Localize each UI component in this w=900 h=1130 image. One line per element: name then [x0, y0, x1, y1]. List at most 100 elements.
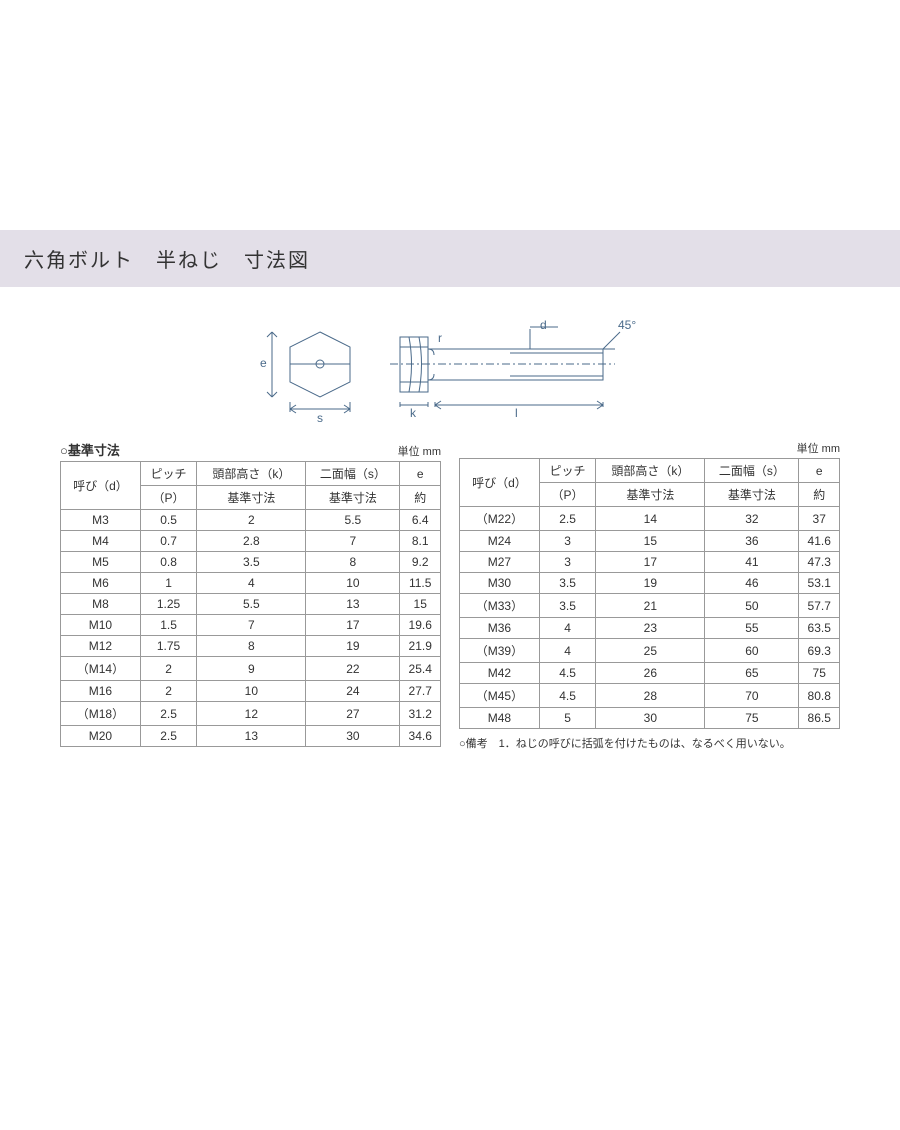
table-cell: 19.6	[400, 615, 441, 636]
th-p-top: ピッチ	[140, 462, 196, 486]
table-cell: 47.3	[799, 552, 840, 573]
table-row: M101.571719.6	[61, 615, 441, 636]
table-cell: 27	[306, 702, 400, 726]
th-k-bot-r: 基準寸法	[596, 483, 705, 507]
table-cell: 7	[197, 615, 306, 636]
th-p-bot: （P）	[140, 486, 196, 510]
table-cell: 75	[705, 708, 799, 729]
table-cell: 21.9	[400, 636, 441, 657]
th-s-bot-r: 基準寸法	[705, 483, 799, 507]
table-cell: 0.5	[140, 510, 196, 531]
table-cell: 0.7	[140, 531, 196, 552]
dimension-drawing-svg: e s k l d r 45°	[220, 307, 680, 427]
table-cell: 75	[799, 663, 840, 684]
table-cell: 2	[197, 510, 306, 531]
table-cell: M20	[61, 726, 141, 747]
table-cell: 7	[306, 531, 400, 552]
tables-container: ○基準寸法 単位 mm 呼び（d） ピッチ 頭部高さ（k） 二面幅（s） e （…	[0, 440, 900, 751]
table-cell: 1.75	[140, 636, 196, 657]
table-cell: 10	[197, 681, 306, 702]
table-cell: 19	[596, 573, 705, 594]
table-cell: 19	[306, 636, 400, 657]
table-cell: 2.8	[197, 531, 306, 552]
table-cell: M10	[61, 615, 141, 636]
table-left-title: ○基準寸法	[60, 440, 120, 459]
table-cell: 4	[197, 573, 306, 594]
table-cell: 17	[306, 615, 400, 636]
table-cell: 2	[140, 681, 196, 702]
table-cell: 30	[596, 708, 705, 729]
table-cell: 4	[539, 639, 595, 663]
table-cell: 69.3	[799, 639, 840, 663]
table-cell: 6.4	[400, 510, 441, 531]
th-s-bot: 基準寸法	[306, 486, 400, 510]
table-cell: M12	[61, 636, 141, 657]
table-row: M364235563.5	[460, 618, 840, 639]
dim-r: r	[438, 331, 442, 345]
table-cell: M30	[460, 573, 540, 594]
table-cell: 60	[705, 639, 799, 663]
table-cell: 0.8	[140, 552, 196, 573]
table-cell: 23	[596, 618, 705, 639]
table-cell: 3.5	[539, 573, 595, 594]
table-right-unit: 単位 mm	[797, 440, 840, 456]
table-cell: 2.5	[140, 726, 196, 747]
table-row: （M22）2.5143237	[460, 507, 840, 531]
table-cell: 46	[705, 573, 799, 594]
table-cell: 3.5	[539, 594, 595, 618]
table-cell: 15	[400, 594, 441, 615]
table-cell: 86.5	[799, 708, 840, 729]
table-cell: M27	[460, 552, 540, 573]
table-cell: 55	[705, 618, 799, 639]
dim-e: e	[260, 356, 267, 370]
table-cell: 50	[705, 594, 799, 618]
table-row: M30.525.56.4	[61, 510, 441, 531]
table-cell: 3	[539, 531, 595, 552]
table-cell: 13	[197, 726, 306, 747]
table-cell: 5.5	[197, 594, 306, 615]
table-right-block: 単位 mm 呼び（d） ピッチ 頭部高さ（k） 二面幅（s） e （P） 基準寸…	[459, 440, 840, 751]
table-cell: （M39）	[460, 639, 540, 663]
table-row: M243153641.6	[460, 531, 840, 552]
table-cell: M4	[61, 531, 141, 552]
table-cell: M24	[460, 531, 540, 552]
table-cell: 28	[596, 684, 705, 708]
table-cell: 25	[596, 639, 705, 663]
table-cell: 31.2	[400, 702, 441, 726]
table-cell: 70	[705, 684, 799, 708]
th-p-bot-r: （P）	[539, 483, 595, 507]
table-cell: 41	[705, 552, 799, 573]
table-cell: （M22）	[460, 507, 540, 531]
table-cell: M6	[61, 573, 141, 594]
th-s-top-r: 二面幅（s）	[705, 459, 799, 483]
th-e-top: e	[400, 462, 441, 486]
table-row: M81.255.51315	[61, 594, 441, 615]
table-cell: 63.5	[799, 618, 840, 639]
table-cell: 1.25	[140, 594, 196, 615]
table-row: M162102427.7	[61, 681, 441, 702]
table-cell: 2.5	[140, 702, 196, 726]
table-row: （M39）4256069.3	[460, 639, 840, 663]
table-row: M6141011.5	[61, 573, 441, 594]
table-cell: 37	[799, 507, 840, 531]
table-cell: 11.5	[400, 573, 441, 594]
th-e-bot: 約	[400, 486, 441, 510]
table-cell: 15	[596, 531, 705, 552]
table-cell: （M45）	[460, 684, 540, 708]
table-cell: 24	[306, 681, 400, 702]
table-cell: 30	[306, 726, 400, 747]
th-k-top-r: 頭部高さ（k）	[596, 459, 705, 483]
table-cell: 32	[705, 507, 799, 531]
table-cell: 80.8	[799, 684, 840, 708]
table-cell: M3	[61, 510, 141, 531]
table-cell: 26	[596, 663, 705, 684]
table-left-unit: 単位 mm	[398, 443, 441, 459]
table-row: M273174147.3	[460, 552, 840, 573]
table-row: （M18）2.5122731.2	[61, 702, 441, 726]
table-cell: 3	[539, 552, 595, 573]
table-row: M485307586.5	[460, 708, 840, 729]
dim-d: d	[540, 318, 547, 332]
table-cell: 22	[306, 657, 400, 681]
bolt-diagram: e s k l d r 45°	[0, 287, 900, 440]
table-cell: 3.5	[197, 552, 306, 573]
